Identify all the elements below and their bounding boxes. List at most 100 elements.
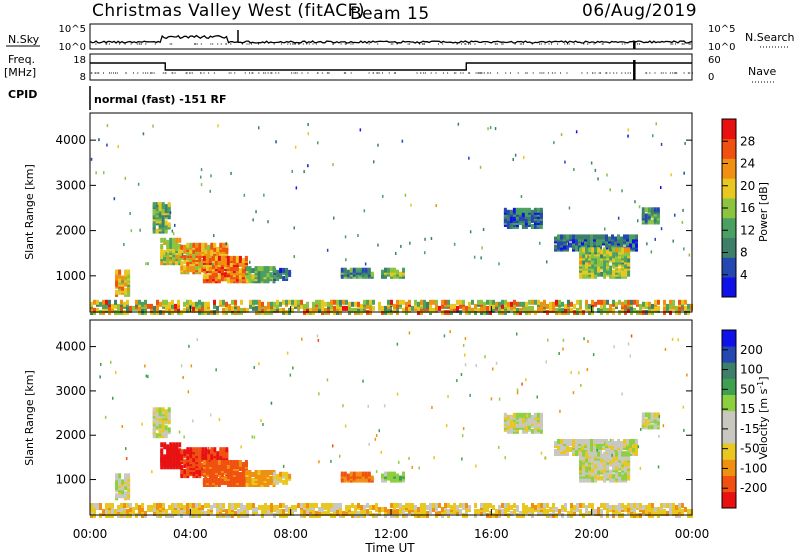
range-gate-cell <box>612 307 615 313</box>
range-gate-cell <box>204 453 208 459</box>
range-gate-cell <box>585 509 588 514</box>
noise-speck <box>594 168 597 172</box>
range-gate-cell <box>291 307 294 313</box>
range-gate-cell <box>557 439 560 444</box>
range-gate-cell <box>144 511 147 516</box>
range-gate-cell <box>204 503 207 508</box>
noise-speck <box>536 395 538 399</box>
range-gate-cell <box>414 303 417 309</box>
range-gate-cell <box>240 307 243 313</box>
range-gate-cell <box>257 266 261 272</box>
range-gate-cell <box>96 307 99 313</box>
range-gate-cell <box>330 507 333 512</box>
range-gate-cell <box>198 303 201 309</box>
range-gate-cell <box>618 471 622 477</box>
range-gate-cell <box>180 503 183 508</box>
range-gate-cell <box>108 305 111 311</box>
cpid-label: CPID <box>8 88 37 101</box>
range-gate-cell <box>390 503 393 508</box>
range-gate-cell <box>531 503 534 508</box>
noise-speck <box>525 418 528 422</box>
noise-speck <box>516 332 518 336</box>
range-gate-cell <box>166 239 170 245</box>
range-gate-cell <box>198 447 202 453</box>
range-gate-cell <box>294 505 297 510</box>
range-gate-cell <box>384 267 387 273</box>
range-gate-cell <box>222 255 226 260</box>
date-label: 06/Aug/2019 <box>582 1 697 21</box>
range-gate-cell <box>602 234 605 240</box>
noise-speck <box>344 424 347 428</box>
range-gate-cell <box>282 503 285 508</box>
noise-speck <box>112 396 114 400</box>
range-gate-cell <box>590 242 593 248</box>
range-gate-cell <box>501 303 504 309</box>
range-gate-cell <box>501 509 504 514</box>
range-gate-cell <box>164 409 168 415</box>
range-gate-cell <box>217 470 221 475</box>
range-gate-cell <box>579 259 583 265</box>
range-gate-cell <box>501 503 504 508</box>
range-gate-cell <box>226 260 230 265</box>
noise-speck <box>307 132 309 136</box>
range-gate-cell <box>575 451 578 456</box>
range-gate-cell <box>321 507 324 512</box>
range-gate-cell <box>600 261 604 267</box>
range-gate-cell <box>195 447 199 453</box>
range-gate-cell <box>594 509 597 514</box>
range-gate-cell <box>260 266 264 272</box>
range-gate-cell <box>597 247 601 253</box>
range-gate-cell <box>279 503 282 508</box>
range-gate-cell <box>501 299 504 305</box>
range-gate-cell <box>626 449 629 454</box>
noise-speck <box>225 242 227 246</box>
range-gate-cell <box>210 248 214 254</box>
range-gate-cell <box>345 505 348 510</box>
range-gate-cell <box>645 301 648 307</box>
range-gate-cell <box>512 420 516 426</box>
range-gate-cell <box>340 267 344 273</box>
range-gate-cell <box>192 453 196 459</box>
range-gate-cell <box>585 263 589 269</box>
range-gate-cell <box>627 451 631 457</box>
noise-speck <box>293 226 295 230</box>
range-gate-cell <box>208 258 212 263</box>
noise-speck <box>559 409 561 413</box>
range-gate-cell <box>663 503 666 508</box>
range-gate-cell <box>186 471 190 477</box>
range-gate-cell <box>288 473 292 479</box>
range-gate-cell <box>180 465 184 471</box>
noise-speck <box>568 206 571 210</box>
range-gate-cell <box>164 425 168 431</box>
range-gate-cell <box>222 459 226 465</box>
range-gate-cell <box>611 445 614 450</box>
range-gate-cell <box>597 265 601 271</box>
range-gate-cell <box>510 301 513 307</box>
range-gate-cell <box>456 299 459 305</box>
noise-speck <box>318 460 320 464</box>
range-gate-cell <box>166 248 170 253</box>
noise-speck <box>400 244 402 248</box>
colorbar-segment <box>722 198 736 219</box>
freq-tick-top: 18 <box>73 55 86 66</box>
range-gate-cell <box>276 505 279 510</box>
nsky-tick-bottom: 10^0 <box>59 42 86 53</box>
range-gate-cell <box>597 451 601 457</box>
noise-speck <box>600 243 602 247</box>
noise-speck <box>375 434 378 437</box>
range-gate-cell <box>282 276 286 281</box>
range-gate-cell <box>366 299 369 305</box>
noise-speck <box>516 391 519 395</box>
range-gate-cell <box>248 276 252 282</box>
range-gate-cell <box>615 451 619 457</box>
range-gate-cell <box>606 453 610 459</box>
range-gate-cell <box>198 242 202 248</box>
noise-speck <box>457 122 460 126</box>
range-gate-cell <box>498 305 501 311</box>
range-gate-cell <box>615 247 619 253</box>
range-gate-cell <box>178 237 182 243</box>
range-gate-cell <box>435 305 438 311</box>
noise-speck <box>293 255 295 259</box>
range-gate-cell <box>678 299 681 305</box>
